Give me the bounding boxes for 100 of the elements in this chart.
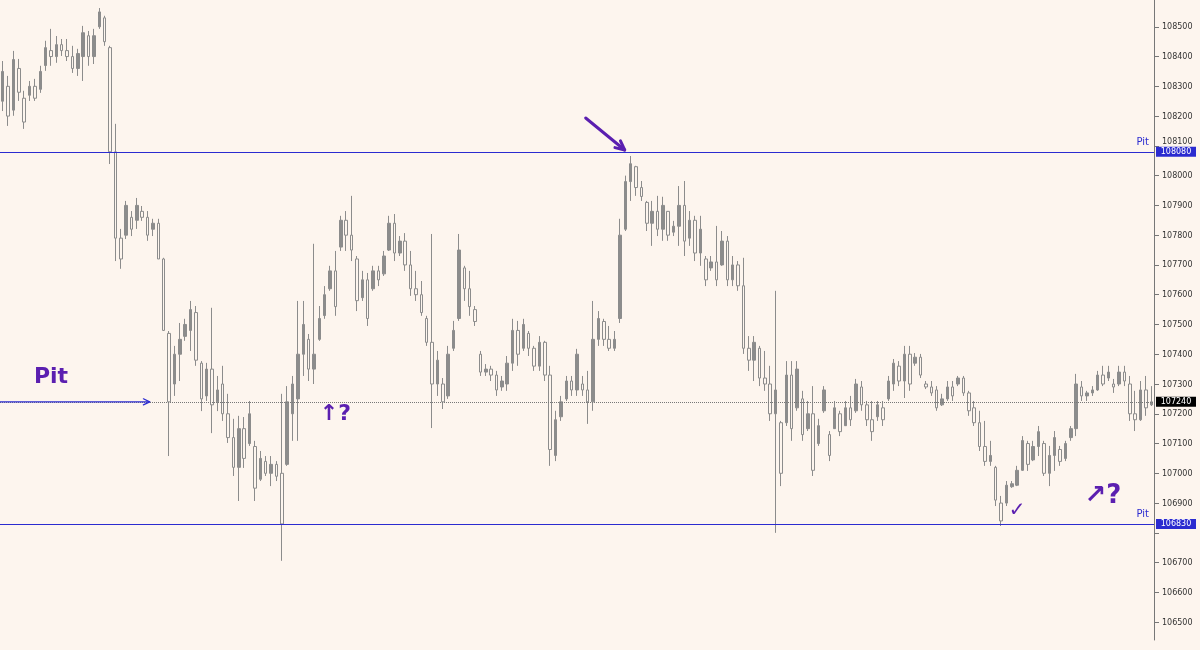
candlestick [425, 315, 428, 347]
y-tick-label: 107300 [1162, 379, 1193, 389]
candlestick [17, 58, 21, 102]
y-tick-label: 107000 [1162, 468, 1193, 478]
candlestick [291, 375, 294, 442]
candlestick [731, 255, 734, 287]
candlestick [838, 410, 842, 437]
candlestick [559, 395, 563, 422]
candlestick [720, 230, 724, 267]
candlestick [656, 195, 659, 237]
candlestick [1101, 365, 1105, 387]
candlestick [618, 218, 622, 324]
y-tick-label: 107100 [1162, 439, 1193, 449]
candlestick [946, 380, 949, 402]
candlestick [1005, 480, 1008, 507]
candlestick [634, 165, 638, 197]
text: 107240 [1160, 397, 1192, 407]
candlestick [452, 320, 455, 352]
candlestick [795, 360, 799, 412]
candlestick [1123, 365, 1126, 387]
y-tick-label: 107400 [1162, 349, 1193, 359]
candlestick [92, 28, 96, 65]
y-tick-label: 108400 [1162, 52, 1193, 62]
candlestick [151, 218, 155, 237]
candlestick [554, 410, 557, 462]
candlestick [844, 400, 847, 427]
candlestick [1080, 380, 1083, 402]
y-tick-label: 108100 [1162, 137, 1193, 147]
candlestick [511, 318, 514, 372]
y-tick-label: 107600 [1162, 290, 1193, 300]
candlestick [897, 360, 901, 387]
candlestick [1058, 445, 1062, 467]
candlestick [538, 335, 541, 372]
candlestick [302, 300, 305, 377]
y-tick-label: 106700 [1162, 558, 1193, 568]
candlestick [1112, 378, 1115, 394]
candlestick [640, 180, 643, 202]
candlestick [183, 318, 187, 342]
candlestick [269, 455, 273, 487]
candlestick [253, 440, 257, 502]
candlestick [956, 375, 960, 387]
candlestick [983, 420, 987, 467]
candlestick [210, 307, 214, 434]
candlestick [39, 65, 42, 94]
candlestick [779, 420, 783, 487]
candlestick [103, 15, 106, 47]
annotation: ↑? [319, 399, 352, 425]
candlestick [280, 393, 284, 562]
candlestick [801, 390, 804, 442]
candlestick [715, 225, 718, 287]
candlestick [683, 180, 686, 257]
candlestick [221, 365, 224, 422]
candlestick [167, 330, 171, 457]
candlestick [1117, 365, 1121, 387]
candlestick [200, 360, 203, 412]
candlestick [833, 400, 836, 430]
candlestick [586, 370, 589, 425]
candlestick [124, 200, 128, 240]
annotation: ✓ [1008, 497, 1026, 522]
y-tick-label: 107200 [1162, 409, 1193, 419]
candlestick [581, 375, 584, 397]
candlestick [323, 285, 326, 320]
candlestick [736, 260, 740, 292]
candlestick [876, 400, 879, 422]
candlestick [371, 265, 375, 292]
candlestick [1085, 390, 1089, 402]
candlestick [189, 300, 192, 352]
candlestick [328, 265, 332, 292]
candlestick [65, 38, 69, 62]
candlestick [194, 305, 198, 367]
annotation: Pit [33, 362, 69, 388]
candlestick [98, 7, 101, 30]
candlestick [951, 380, 954, 402]
candlestick [361, 270, 364, 302]
y-tick-label: 107700 [1162, 260, 1193, 270]
candlestick [919, 353, 922, 379]
candlestick [6, 75, 10, 127]
candlestick [1048, 445, 1051, 487]
candlestick [49, 28, 53, 67]
annotation: ↗? [1084, 479, 1122, 510]
candlestick [157, 218, 160, 260]
candlestick [822, 385, 826, 414]
candlestick [1064, 440, 1067, 462]
candlestick [881, 400, 885, 427]
text: 106830 [1160, 519, 1192, 529]
candlestick [978, 410, 981, 452]
candlestick [613, 330, 616, 352]
candlestick [275, 460, 278, 482]
candlestick [989, 440, 992, 467]
candlestick [994, 465, 997, 507]
candlestick [570, 375, 573, 397]
candlestick [575, 348, 579, 397]
candlestick [924, 380, 928, 390]
candlestick [334, 250, 337, 317]
candlestick [935, 385, 938, 412]
candlestick [1037, 425, 1040, 457]
candlestick [28, 80, 31, 102]
candlestick [205, 362, 208, 402]
candlestick [516, 320, 520, 367]
candlestick [473, 305, 477, 327]
